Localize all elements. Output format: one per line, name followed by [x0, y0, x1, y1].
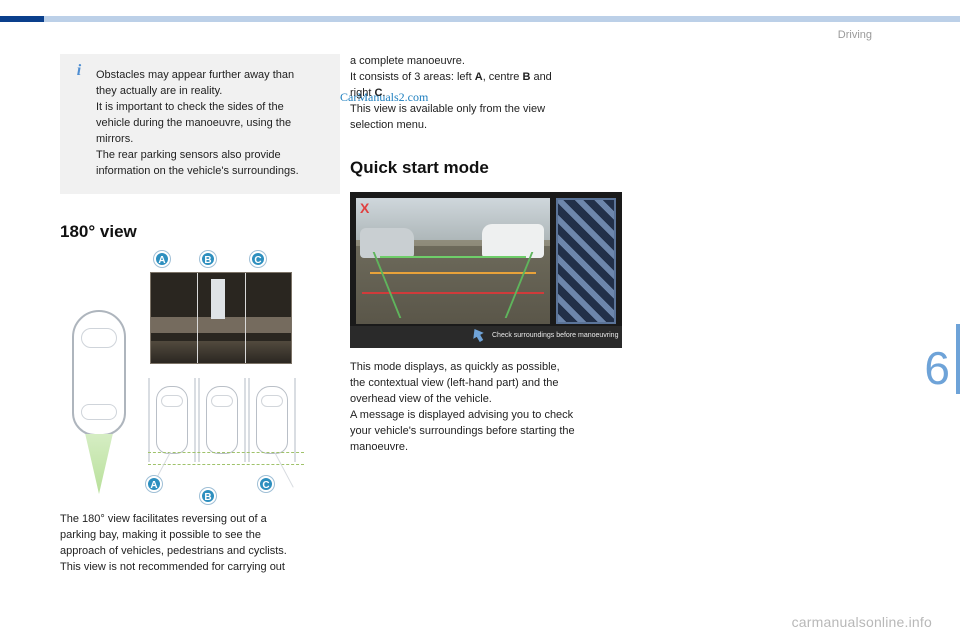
close-icon[interactable]: X	[360, 202, 373, 215]
rear-view-cone-icon	[64, 434, 134, 494]
pointer-arrow-icon	[470, 328, 486, 342]
info-text: Obstacles may appear further away than t…	[96, 68, 326, 180]
paragraph-continued: a complete manoeuvre. It consists of 3 a…	[350, 54, 630, 134]
quick-start-screenshot: X Check surroundings before manoeuvring	[350, 192, 622, 348]
chapter-tab	[956, 324, 960, 394]
badge-a-icon: A	[154, 251, 170, 267]
rear-camera-illustration	[150, 272, 292, 364]
status-bar-text: Check surroundings before manoeuvring	[492, 331, 618, 341]
watermark-corner: carmanualsonline.info	[792, 612, 932, 632]
parking-bays-illustration	[148, 378, 298, 468]
badge-b-lower-icon: B	[200, 488, 216, 504]
paragraph-quick: This mode displays, as quickly as possib…	[350, 360, 630, 456]
info-box: i Obstacles may appear further away than…	[60, 54, 340, 194]
chapter-number: 6	[924, 335, 950, 402]
heading-180-view: 180° view	[60, 220, 340, 245]
status-bar: Check surroundings before manoeuvring	[350, 326, 622, 348]
ego-car-icon	[72, 310, 126, 436]
camera-view	[356, 198, 550, 324]
badge-c-icon: C	[250, 251, 266, 267]
section-label: Driving	[838, 28, 872, 44]
badge-b-icon: B	[200, 251, 216, 267]
info-icon: i	[72, 64, 86, 78]
diagram-180: A B C A B C	[72, 258, 302, 500]
page-body: i Obstacles may appear further away than…	[60, 54, 650, 620]
column-left: i Obstacles may appear further away than…	[60, 54, 340, 576]
overhead-panel-placeholder	[556, 198, 616, 324]
badge-c-lower-icon: C	[258, 476, 274, 492]
column-right: a complete manoeuvre. It consists of 3 a…	[350, 54, 630, 456]
heading-quick-start: Quick start mode	[350, 156, 630, 181]
paragraph-180: The 180° view facilitates reversing out …	[60, 512, 340, 576]
top-accent-bar	[0, 16, 960, 22]
badge-a-lower-icon: A	[146, 476, 162, 492]
